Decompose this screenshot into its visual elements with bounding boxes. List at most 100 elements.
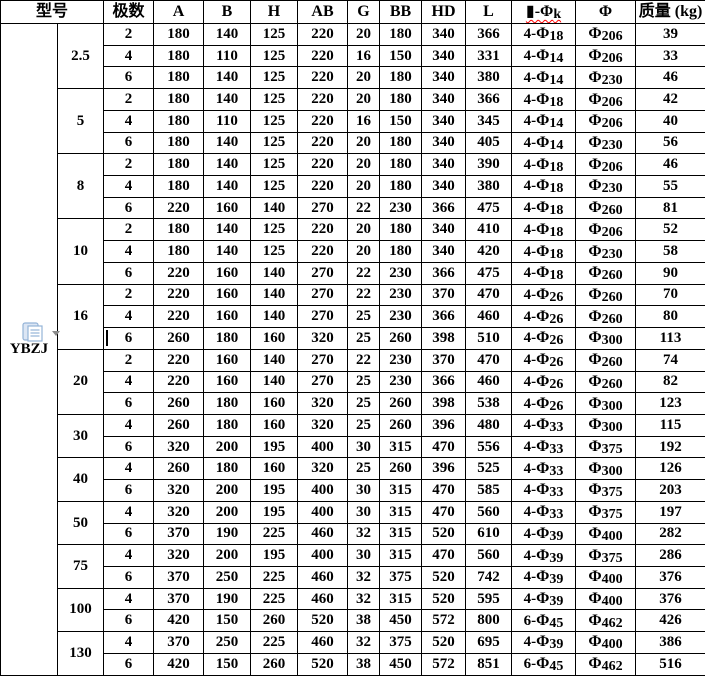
value-cell[interactable]: 125 <box>250 131 299 155</box>
value-cell[interactable]: 180 <box>153 131 205 155</box>
value-cell[interactable]: 320 <box>297 392 349 415</box>
value-cell[interactable]: 230 <box>379 305 423 329</box>
value-cell[interactable]: Φ230 <box>575 131 637 155</box>
value-cell[interactable]: 180 <box>153 109 205 133</box>
value-cell[interactable]: 4-Φ26 <box>511 283 577 307</box>
value-cell[interactable]: 20 <box>347 66 381 90</box>
value-cell[interactable]: 270 <box>297 196 349 220</box>
value-cell[interactable]: 180 <box>153 44 205 68</box>
value-cell[interactable]: 4-Φ18 <box>511 23 577 46</box>
poles-cell[interactable]: 6 <box>103 565 155 589</box>
value-cell[interactable]: 800 <box>465 609 513 633</box>
value-cell[interactable]: 25 <box>347 305 381 329</box>
poles-cell[interactable]: 6 <box>103 261 155 285</box>
value-cell[interactable]: 20 <box>347 153 381 177</box>
value-cell[interactable]: 376 <box>635 587 705 611</box>
value-cell[interactable]: 220 <box>153 196 205 220</box>
power-group-cell[interactable]: 75 <box>56 544 105 589</box>
value-cell[interactable]: 260 <box>250 609 299 633</box>
value-cell[interactable]: 270 <box>297 261 349 285</box>
value-cell[interactable]: 375 <box>379 565 423 589</box>
value-cell[interactable]: 46 <box>635 153 705 177</box>
poles-cell[interactable]: 2 <box>103 88 155 111</box>
value-cell[interactable]: Φ230 <box>575 175 637 198</box>
value-cell[interactable]: 460 <box>297 565 349 589</box>
value-cell[interactable]: 16 <box>347 109 381 133</box>
poles-cell[interactable]: 2 <box>103 153 155 177</box>
value-cell[interactable]: 25 <box>347 370 381 394</box>
value-cell[interactable]: 320 <box>297 413 349 437</box>
value-cell[interactable]: 6-Φ45 <box>511 652 577 676</box>
poles-cell[interactable]: 4 <box>103 370 155 394</box>
value-cell[interactable]: 160 <box>203 348 252 372</box>
value-cell[interactable]: 220 <box>297 175 349 198</box>
value-cell[interactable]: 225 <box>250 631 299 654</box>
value-cell[interactable]: 160 <box>203 196 252 220</box>
value-cell[interactable]: 180 <box>379 218 423 242</box>
col-header-G[interactable]: G <box>347 0 381 24</box>
value-cell[interactable]: 180 <box>153 88 205 111</box>
value-cell[interactable]: 110 <box>203 109 252 133</box>
value-cell[interactable]: 125 <box>250 66 299 90</box>
value-cell[interactable]: 22 <box>347 261 381 285</box>
value-cell[interactable]: 220 <box>153 305 205 329</box>
value-cell[interactable]: 4-Φ14 <box>511 131 577 155</box>
value-cell[interactable]: 370 <box>153 631 205 654</box>
value-cell[interactable]: 46 <box>635 66 705 90</box>
value-cell[interactable]: 81 <box>635 196 705 220</box>
value-cell[interactable]: 410 <box>465 218 513 242</box>
value-cell[interactable]: 556 <box>465 435 513 459</box>
value-cell[interactable]: 38 <box>347 609 381 633</box>
value-cell[interactable]: 220 <box>297 44 349 68</box>
col-header-BB[interactable]: BB <box>379 0 423 24</box>
value-cell[interactable]: 20 <box>347 88 381 111</box>
value-cell[interactable]: 4-Φ26 <box>511 370 577 394</box>
value-cell[interactable]: Φ300 <box>575 413 637 437</box>
value-cell[interactable]: 480 <box>465 413 513 437</box>
value-cell[interactable]: 340 <box>421 153 467 177</box>
value-cell[interactable]: 180 <box>203 457 252 481</box>
value-cell[interactable]: 460 <box>297 631 349 654</box>
value-cell[interactable]: 4-Φ33 <box>511 435 577 459</box>
value-cell[interactable]: 520 <box>421 631 467 654</box>
col-header-AB[interactable]: AB <box>297 0 349 24</box>
value-cell[interactable]: 20 <box>347 240 381 263</box>
value-cell[interactable]: 396 <box>421 457 467 481</box>
value-cell[interactable]: 4-Φ14 <box>511 109 577 133</box>
value-cell[interactable]: 376 <box>635 565 705 589</box>
value-cell[interactable]: 80 <box>635 305 705 329</box>
value-cell[interactable]: 160 <box>250 327 299 350</box>
value-cell[interactable]: 4-Φ33 <box>511 500 577 524</box>
value-cell[interactable]: Φ206 <box>575 109 637 133</box>
value-cell[interactable]: 160 <box>250 413 299 437</box>
value-cell[interactable]: 4-Φ14 <box>511 66 577 90</box>
value-cell[interactable]: 180 <box>153 218 205 242</box>
value-cell[interactable]: Φ400 <box>575 522 637 546</box>
value-cell[interactable]: 520 <box>297 609 349 633</box>
value-cell[interactable]: 396 <box>421 413 467 437</box>
value-cell[interactable]: 180 <box>153 240 205 263</box>
value-cell[interactable]: 140 <box>250 261 299 285</box>
value-cell[interactable]: 180 <box>379 175 423 198</box>
value-cell[interactable]: 30 <box>347 500 381 524</box>
value-cell[interactable]: Φ206 <box>575 23 637 46</box>
value-cell[interactable]: 140 <box>203 175 252 198</box>
col-header-A[interactable]: A <box>153 0 205 24</box>
value-cell[interactable]: 460 <box>465 305 513 329</box>
value-cell[interactable]: 560 <box>465 500 513 524</box>
value-cell[interactable]: 197 <box>635 500 705 524</box>
value-cell[interactable]: Φ260 <box>575 305 637 329</box>
value-cell[interactable]: 470 <box>465 283 513 307</box>
value-cell[interactable]: Φ230 <box>575 66 637 90</box>
value-cell[interactable]: 320 <box>153 500 205 524</box>
value-cell[interactable]: 560 <box>465 544 513 567</box>
poles-cell[interactable]: 6 <box>103 609 155 633</box>
value-cell[interactable]: 125 <box>250 218 299 242</box>
value-cell[interactable]: 370 <box>153 587 205 611</box>
poles-cell[interactable]: 4 <box>103 544 155 567</box>
value-cell[interactable]: 460 <box>297 587 349 611</box>
value-cell[interactable]: Φ300 <box>575 392 637 415</box>
value-cell[interactable]: 203 <box>635 479 705 502</box>
value-cell[interactable]: 366 <box>465 23 513 46</box>
value-cell[interactable]: 140 <box>203 218 252 242</box>
